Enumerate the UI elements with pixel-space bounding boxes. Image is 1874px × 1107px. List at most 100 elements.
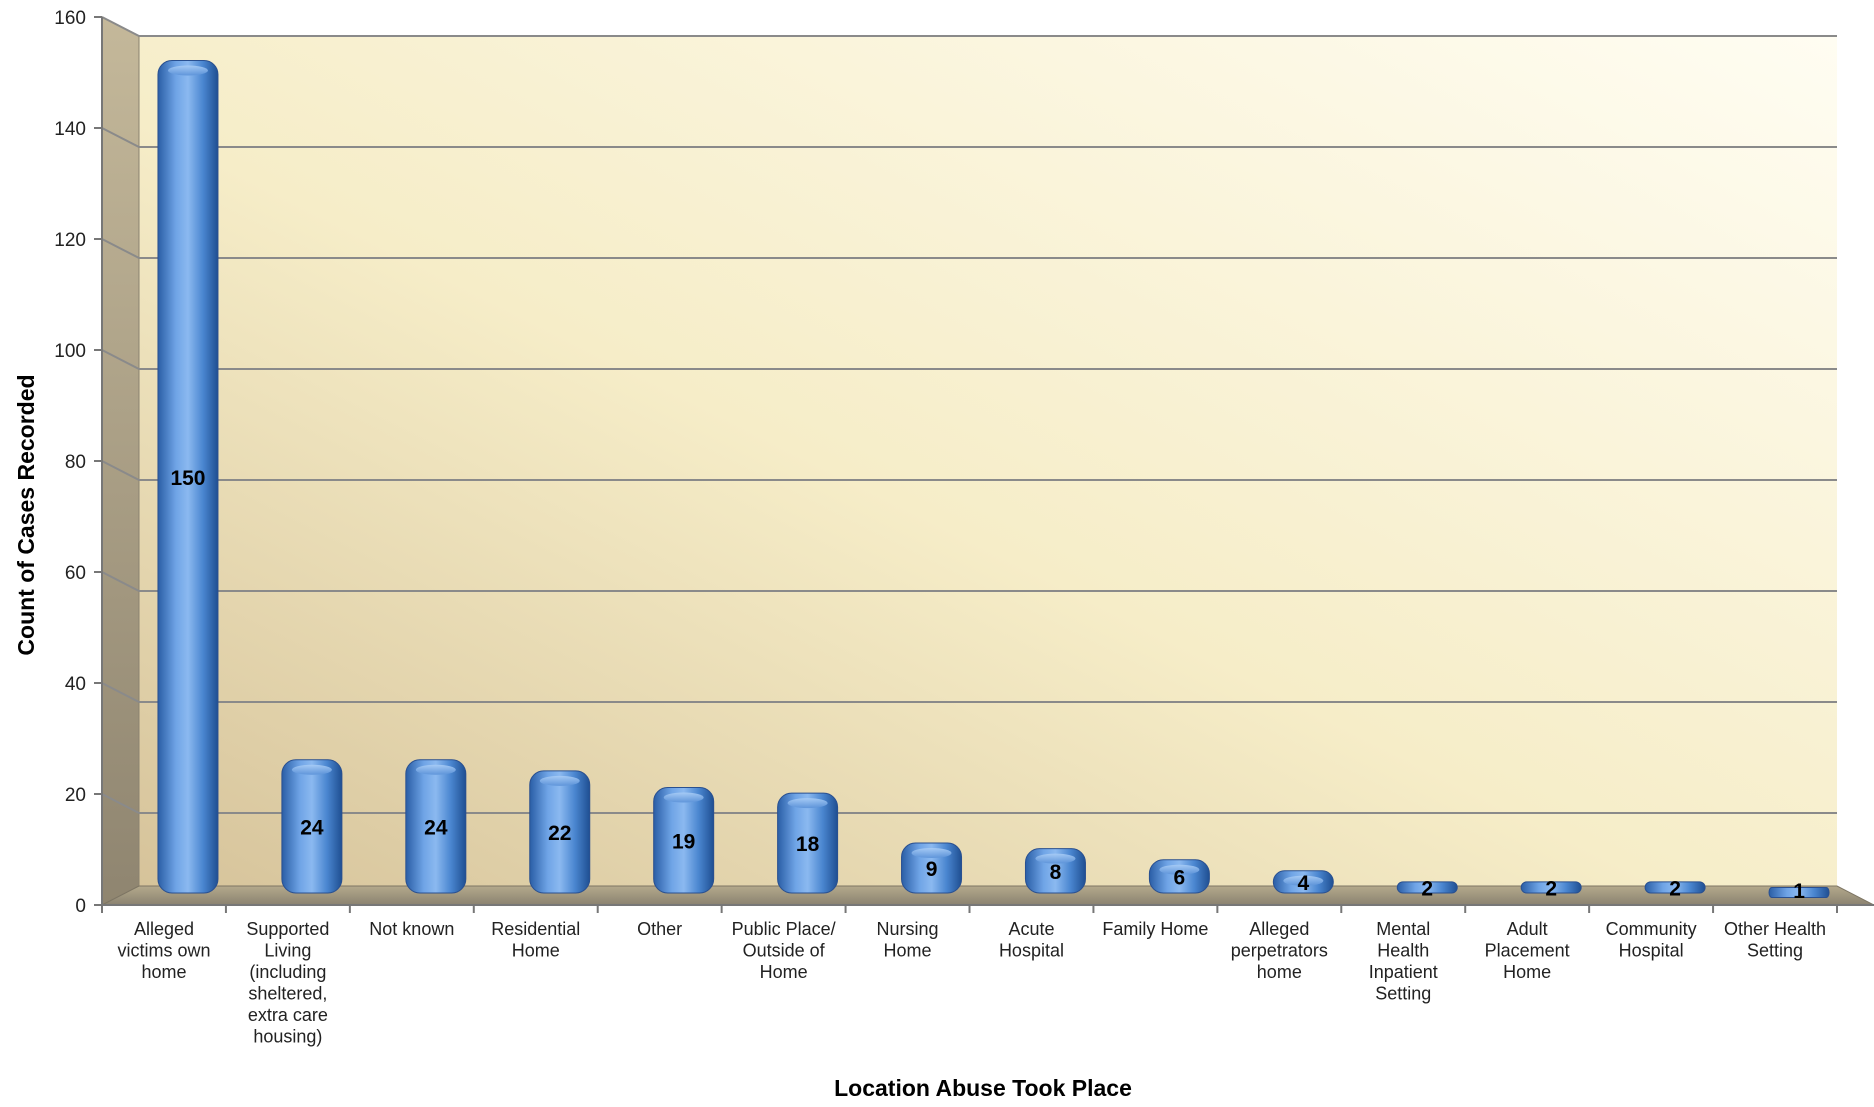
x-tick-label-line: Alleged xyxy=(1249,919,1309,939)
bar-cap xyxy=(539,775,580,786)
bar-group: 2 xyxy=(1396,877,1458,900)
x-tick-label: Not known xyxy=(369,919,454,939)
bar-group: 24 xyxy=(281,759,343,894)
data-label: 4 xyxy=(1297,872,1309,895)
data-label: 2 xyxy=(1421,877,1433,900)
bar-group: 8 xyxy=(1024,848,1086,894)
gridline-side xyxy=(101,16,140,37)
data-label: 2 xyxy=(1545,877,1557,900)
x-tick-label-line: Setting xyxy=(1375,984,1431,1004)
x-tick-label: Other xyxy=(637,919,682,939)
bar xyxy=(1644,881,1706,894)
x-tick-label-line: Other xyxy=(637,919,682,939)
x-tick-label: Public Place/Outside of Home xyxy=(732,919,836,982)
x-tick-label-line: Residential xyxy=(491,919,580,939)
bar-cap xyxy=(1035,853,1076,864)
x-tick-label-line: Setting xyxy=(1747,941,1803,961)
gridline-side xyxy=(101,127,140,148)
plot-area xyxy=(101,16,1874,906)
bar-group: 150 xyxy=(157,60,219,894)
data-label: 24 xyxy=(424,816,448,839)
data-label: 1 xyxy=(1793,880,1805,903)
gridline-side xyxy=(101,682,140,703)
data-label: 22 xyxy=(548,822,571,845)
x-tick-label: Alleged perpetrators home xyxy=(1231,919,1328,982)
x-tick-label: Nursing Home xyxy=(877,919,939,961)
x-tick-label-line: home xyxy=(141,962,186,982)
x-tick-label: Other Health Setting xyxy=(1724,919,1826,961)
x-tick-label-line: Home xyxy=(760,962,808,982)
bar xyxy=(1768,886,1830,898)
x-tick-label-line: Family Home xyxy=(1102,919,1208,939)
bar xyxy=(1520,881,1582,894)
back-wall xyxy=(139,36,1837,886)
data-label: 24 xyxy=(300,816,324,839)
x-tick-label-line: Alleged xyxy=(134,919,194,939)
bar-group: 2 xyxy=(1644,877,1706,900)
gridlines xyxy=(101,16,1837,814)
x-tick-label-line: Health xyxy=(1377,941,1429,961)
bar-group: 19 xyxy=(653,787,715,894)
data-label: 150 xyxy=(170,467,205,490)
x-tick-label: Acute Hospital xyxy=(999,919,1064,961)
bar-group: 1 xyxy=(1768,880,1830,903)
bar-group: 4 xyxy=(1272,870,1334,895)
x-tick-label-line: Placement xyxy=(1485,941,1570,961)
x-tick-label-line: Hospital xyxy=(1619,941,1684,961)
x-tick-label-line: Community xyxy=(1606,919,1697,939)
gridline-side xyxy=(101,571,140,592)
side-wall xyxy=(101,16,140,906)
x-tick-label-line: Hospital xyxy=(999,941,1064,961)
y-tick-label: 40 xyxy=(65,674,86,695)
x-tick-label-line: Mental xyxy=(1376,919,1430,939)
x-tick-label-line: Outside of xyxy=(743,941,826,961)
bar-cap xyxy=(663,792,704,803)
bar-group: 2 xyxy=(1520,877,1582,900)
data-label: 19 xyxy=(672,830,695,853)
bar xyxy=(281,759,343,894)
gridline-side xyxy=(101,793,140,814)
bar-cap xyxy=(1283,875,1324,886)
y-axis: 0 20 40 60 80 100 120 140 160 xyxy=(54,8,103,917)
x-tick-label-line: housing) xyxy=(253,1027,322,1047)
x-tick-label-line: Home xyxy=(512,941,560,961)
bar-cap xyxy=(415,764,456,775)
bar xyxy=(405,759,467,894)
x-tick-label: Mental Health Inpatient Setting xyxy=(1369,919,1438,1004)
bar-cap xyxy=(787,798,828,809)
x-tick-label-line: Home xyxy=(884,941,932,961)
x-tick-label-line: sheltered, xyxy=(248,984,327,1004)
x-tick-label: Adult Placement Home xyxy=(1485,919,1570,982)
x-tick-label: Alleged victims own home xyxy=(117,919,210,982)
x-tick-label-line: extra care xyxy=(248,1005,328,1025)
bar-cap xyxy=(1159,864,1200,875)
bar xyxy=(653,787,715,894)
data-label: 18 xyxy=(796,833,820,856)
bar xyxy=(157,60,219,894)
y-tick-label: 0 xyxy=(75,896,86,917)
y-tick-label: 60 xyxy=(65,563,86,584)
x-tick-label-line: Inpatient xyxy=(1369,962,1438,982)
bar-group: 18 xyxy=(777,792,839,894)
bar-group: 9 xyxy=(901,842,963,894)
x-tick-label-line: Public Place/ xyxy=(732,919,836,939)
x-tick-label-line: Supported xyxy=(246,919,329,939)
bar-cap xyxy=(167,65,208,76)
y-tick-label: 120 xyxy=(54,230,86,251)
y-tick-label: 140 xyxy=(54,119,86,140)
x-tick-label-line: Adult xyxy=(1507,919,1548,939)
x-tick-label-line: Not known xyxy=(369,919,454,939)
gridline-side xyxy=(101,238,140,259)
y-tick-label: 160 xyxy=(54,8,86,29)
y-tick-label: 100 xyxy=(54,341,86,362)
bar-group: 24 xyxy=(405,759,467,894)
x-tick-label: Family Home xyxy=(1102,919,1208,939)
data-label: 8 xyxy=(1050,861,1062,884)
y-axis-title: Count of Cases Recorded xyxy=(13,374,39,655)
floor xyxy=(101,885,1874,906)
x-tick-label-line: Acute xyxy=(1008,919,1054,939)
bar-group: 6 xyxy=(1148,859,1210,894)
